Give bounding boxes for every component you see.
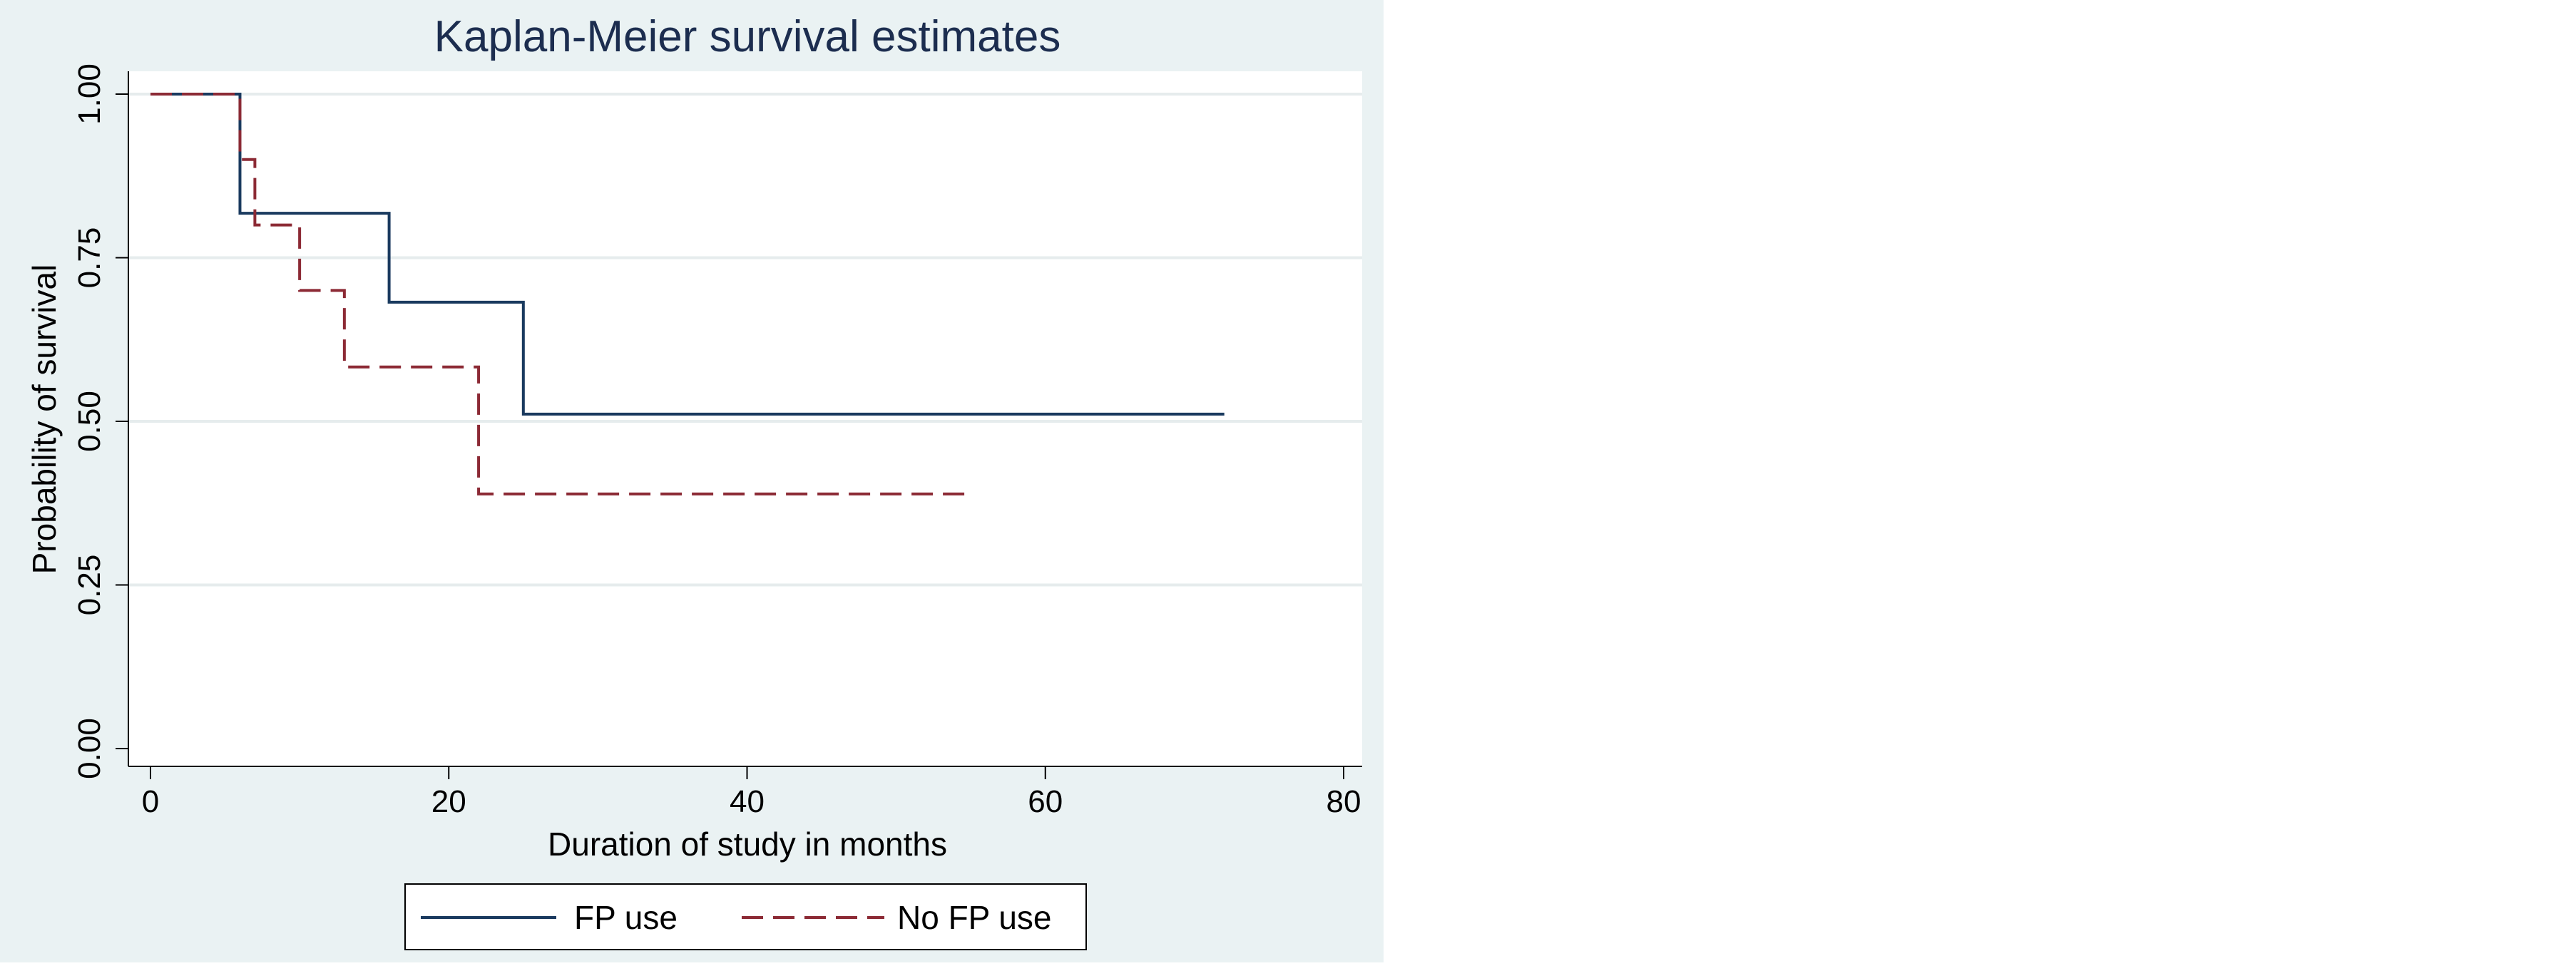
kaplan-meier-chart: Kaplan-Meier survival estimates 0.00 0.25… <box>26 12 1362 950</box>
series-line-1 <box>150 93 971 495</box>
y-tick-label-1: 0.25 <box>72 555 107 616</box>
x-tick-label-2: 40 <box>730 784 765 819</box>
y-tick-label-4: 1.00 <box>72 63 107 125</box>
grid-lines <box>128 93 1362 587</box>
legend-label-fp-use: FP use <box>574 899 678 936</box>
x-tick-label-4: 80 <box>1327 784 1361 819</box>
legend: FP use No FP use <box>404 883 1087 950</box>
axes: 0.00 0.25 0.50 0.75 1.00 0 20 40 60 80 <box>72 63 1362 819</box>
x-tick-label-0: 0 <box>142 784 159 819</box>
chart-figure: Kaplan-Meier survival estimates 0.00 0.25… <box>0 0 1384 962</box>
x-tick-label-1: 20 <box>431 784 466 819</box>
plot-area <box>128 71 1362 766</box>
series-layer <box>150 93 1225 495</box>
chart-title: Kaplan-Meier survival estimates <box>434 12 1061 61</box>
y-tick-label-2: 0.50 <box>72 391 107 452</box>
x-axis-label: Duration of study in months <box>548 826 947 863</box>
x-tick-label-3: 60 <box>1028 784 1063 819</box>
y-tick-label-3: 0.75 <box>72 227 107 289</box>
y-axis-label: Probability of survival <box>26 264 63 575</box>
legend-label-no-fp-use: No FP use <box>897 899 1051 936</box>
y-tick-label-0: 0.00 <box>72 718 107 779</box>
